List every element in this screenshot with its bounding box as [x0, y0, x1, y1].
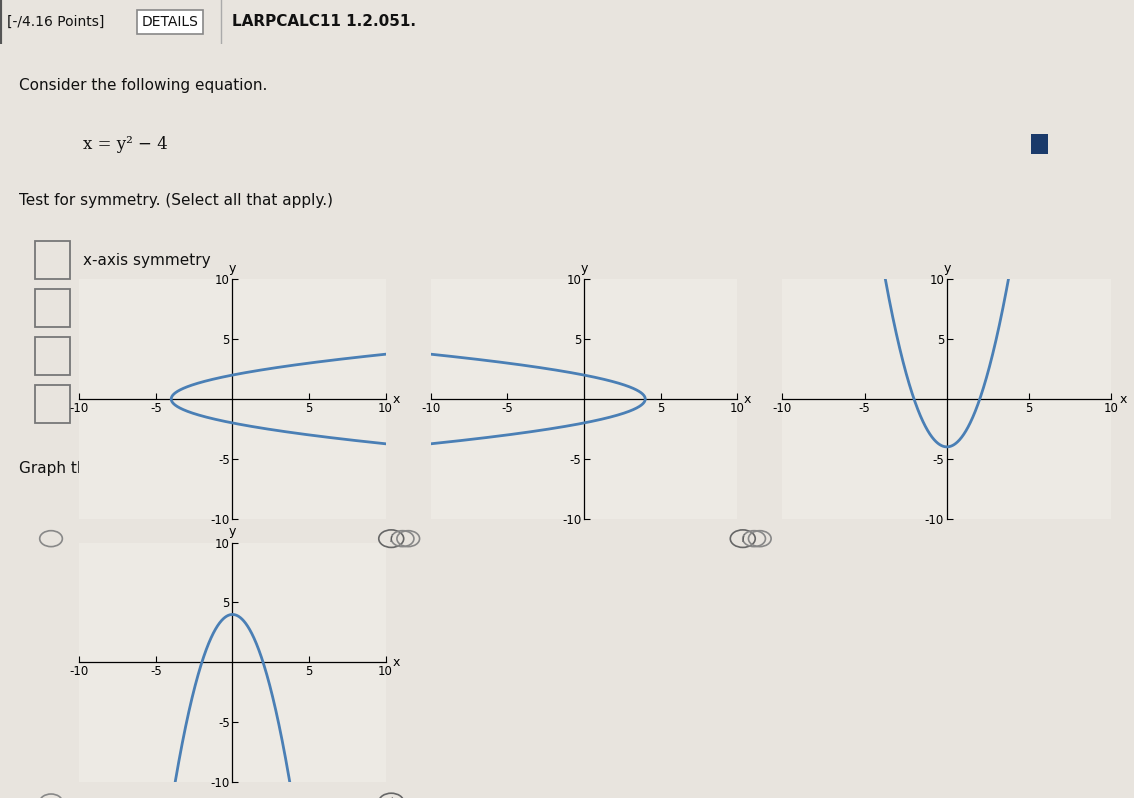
Text: x: x — [744, 393, 752, 405]
Text: i: i — [742, 534, 744, 543]
Text: i: i — [390, 797, 392, 798]
Text: y: y — [229, 525, 236, 539]
Text: y: y — [581, 262, 587, 275]
Text: x-axis symmetry: x-axis symmetry — [83, 253, 210, 267]
Text: Consider the following equation.: Consider the following equation. — [19, 78, 268, 93]
Text: i: i — [390, 534, 392, 543]
Text: y-axis symmetry: y-axis symmetry — [83, 301, 210, 315]
Text: y: y — [943, 262, 950, 275]
Bar — [1031, 134, 1049, 154]
Text: x: x — [392, 393, 400, 405]
Text: DETAILS: DETAILS — [142, 15, 198, 29]
Text: [-/4.16 Points]: [-/4.16 Points] — [7, 15, 104, 29]
Text: LARPCALC11 1.2.051.: LARPCALC11 1.2.051. — [232, 14, 416, 30]
Text: x: x — [1119, 393, 1126, 405]
Text: Graph the equation.: Graph the equation. — [19, 461, 174, 476]
Text: x: x — [392, 656, 400, 669]
Text: x = y² − 4: x = y² − 4 — [83, 136, 168, 152]
Text: origin symmetry: origin symmetry — [83, 349, 209, 363]
Text: no symmetry: no symmetry — [83, 397, 184, 411]
Text: y: y — [229, 262, 236, 275]
Text: Test for symmetry. (Select all that apply.): Test for symmetry. (Select all that appl… — [19, 193, 333, 208]
